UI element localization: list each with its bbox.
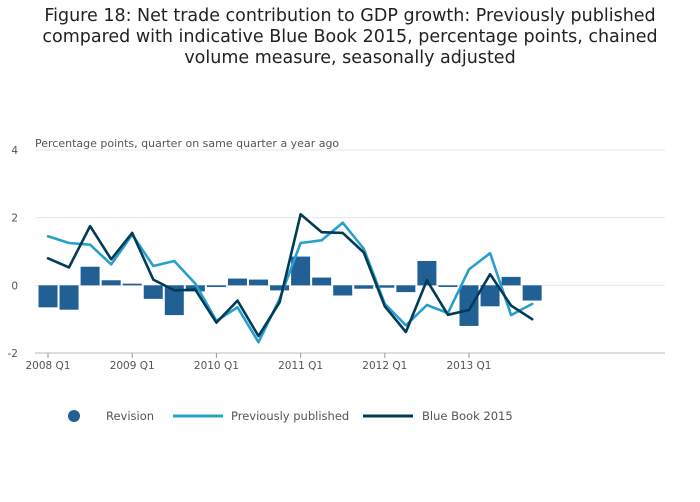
- revision-bar: [80, 266, 100, 286]
- revision-bar: [270, 285, 290, 291]
- revision-bar: [227, 278, 247, 286]
- x-axis: 2008 Q1 2009 Q1 2010 Q1 2011 Q1 2012 Q1 2013 …: [25, 353, 492, 372]
- revision-bar: [101, 280, 121, 286]
- revision-bar: [122, 283, 142, 286]
- legend: Revision Previously published Blue Book 20…: [68, 409, 513, 423]
- legend-marker-revision: [68, 410, 80, 422]
- revision-bar: [143, 285, 163, 299]
- revision-bar: [396, 285, 416, 293]
- blue-book-2015-line: [46, 213, 534, 338]
- revision-bar: [185, 285, 205, 292]
- legend-label: Previously published: [231, 409, 349, 423]
- revision-bar: [249, 279, 268, 286]
- revision-bar: [59, 285, 79, 310]
- revision-bar: [501, 276, 521, 286]
- revision-bar: [354, 285, 374, 289]
- revision-bar: [333, 285, 353, 296]
- legend-label: Revision: [106, 409, 154, 423]
- x-tick-label: 2013 Q1: [446, 360, 491, 372]
- y-axis-label: Percentage points, quarter on same quart…: [35, 137, 339, 150]
- revision-bar: [291, 256, 311, 286]
- revision-bar: [459, 285, 479, 326]
- x-tick-label: 2009 Q1: [110, 360, 155, 372]
- y-tick-label: 0: [11, 280, 18, 292]
- revision-bar: [522, 285, 542, 301]
- x-tick-label: 2011 Q1: [278, 360, 323, 372]
- x-tick-label: 2012 Q1: [362, 360, 407, 372]
- series-lines: [46, 213, 534, 344]
- legend-label: Blue Book 2015: [422, 409, 513, 423]
- chart-title: Figure 18: Net trade contribution to GDP…: [42, 6, 658, 68]
- revision-bar: [206, 285, 226, 288]
- y-axis: -2 0 2 4: [8, 145, 19, 360]
- revision-bar: [417, 260, 437, 286]
- revision-bar: [438, 285, 458, 288]
- revision-bar: [38, 285, 58, 308]
- y-tick-label: 2: [11, 213, 18, 225]
- revision-bar: [164, 285, 184, 316]
- gridlines: [35, 149, 665, 354]
- revision-bar: [480, 285, 500, 307]
- revision-bar: [375, 285, 395, 288]
- previously-published-line: [46, 221, 534, 344]
- x-tick-label: 2010 Q1: [194, 360, 239, 372]
- revision-bars: [38, 256, 542, 326]
- revision-bar: [312, 277, 332, 286]
- y-tick-label: -2: [8, 348, 18, 360]
- x-tick-label: 2008 Q1: [25, 360, 70, 372]
- y-tick-label: 4: [11, 145, 18, 157]
